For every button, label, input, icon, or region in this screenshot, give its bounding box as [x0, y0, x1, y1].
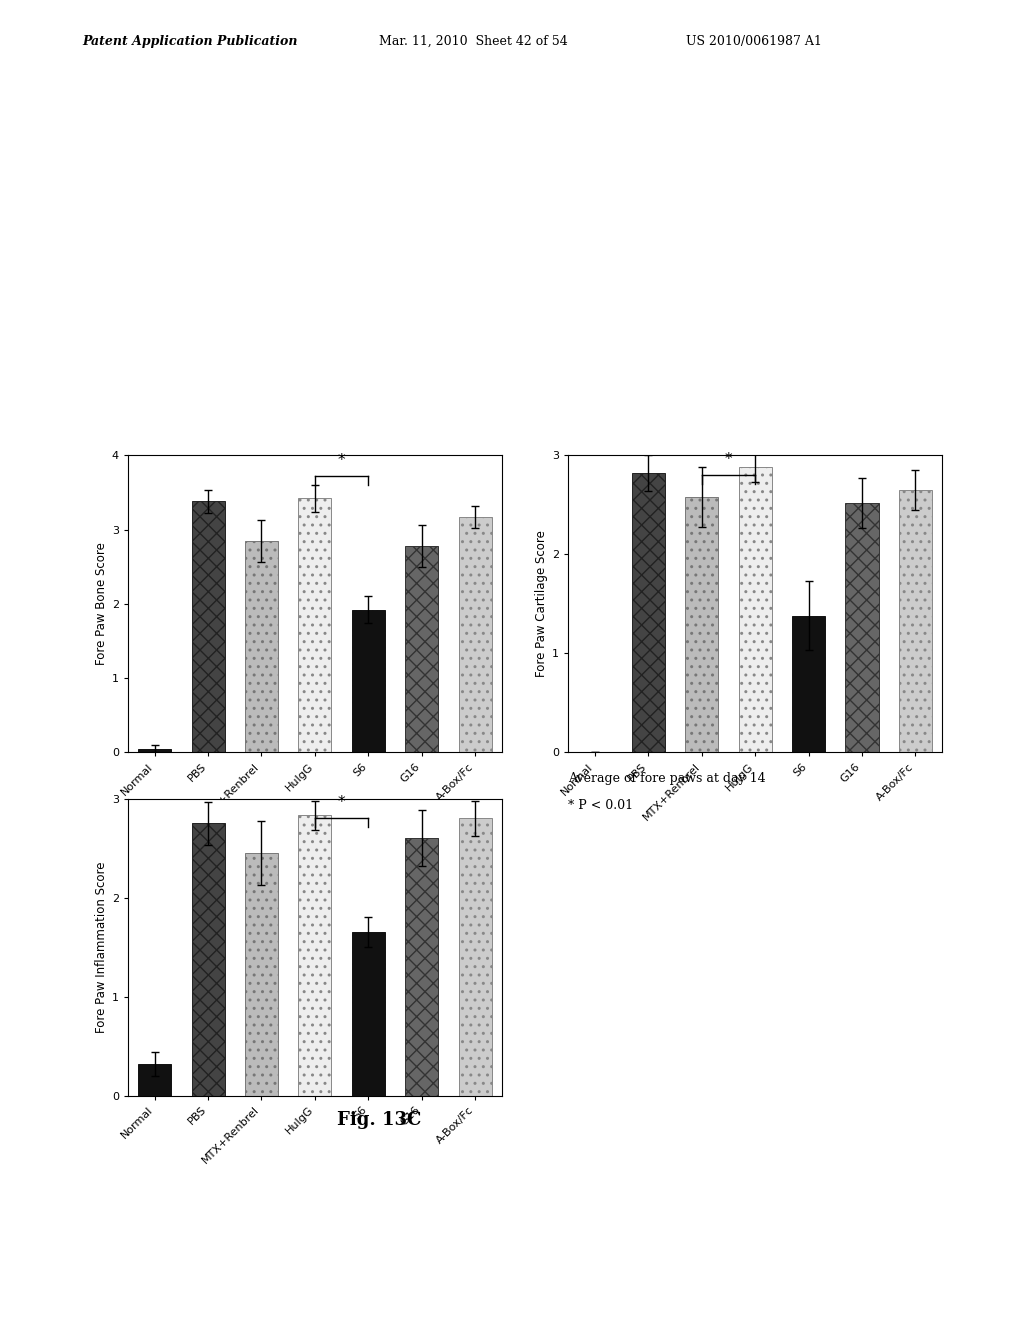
Bar: [738, 467, 772, 752]
Bar: [138, 1064, 171, 1096]
Text: *: *: [338, 453, 345, 469]
Bar: [298, 816, 332, 1096]
Text: Fig. 13C: Fig. 13C: [337, 1110, 421, 1129]
Bar: [191, 824, 224, 1096]
Bar: [685, 498, 719, 752]
Bar: [351, 610, 385, 752]
Text: *: *: [338, 796, 345, 810]
Bar: [298, 499, 332, 752]
Bar: [459, 818, 492, 1096]
Text: Average of fore paws at day 14: Average of fore paws at day 14: [568, 772, 766, 785]
Text: *: *: [725, 453, 732, 467]
Bar: [138, 748, 171, 752]
Bar: [792, 615, 825, 752]
Bar: [245, 541, 279, 752]
Bar: [351, 932, 385, 1096]
Bar: [899, 490, 932, 752]
Bar: [632, 474, 665, 752]
Y-axis label: Fore Paw Bone Score: Fore Paw Bone Score: [94, 543, 108, 665]
Text: US 2010/0061987 A1: US 2010/0061987 A1: [686, 34, 822, 48]
Bar: [459, 517, 492, 752]
Bar: [406, 546, 438, 752]
Bar: [406, 838, 438, 1096]
Y-axis label: Fore Paw Cartilage Score: Fore Paw Cartilage Score: [535, 531, 548, 677]
Bar: [245, 853, 279, 1096]
Text: Mar. 11, 2010  Sheet 42 of 54: Mar. 11, 2010 Sheet 42 of 54: [379, 34, 567, 48]
Bar: [846, 503, 879, 752]
Y-axis label: Fore Paw Inflammation Score: Fore Paw Inflammation Score: [94, 862, 108, 1032]
Bar: [191, 502, 224, 752]
Text: * P < 0.01: * P < 0.01: [568, 799, 634, 812]
Text: Patent Application Publication: Patent Application Publication: [82, 34, 297, 48]
